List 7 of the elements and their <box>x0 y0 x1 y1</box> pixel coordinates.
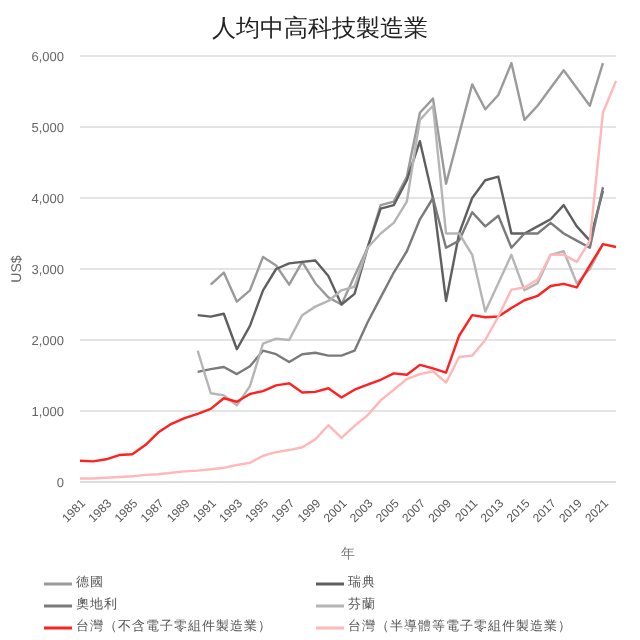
line-series <box>78 242 618 463</box>
line-series <box>196 104 605 407</box>
line-series <box>209 61 605 306</box>
line-series <box>196 140 605 351</box>
line-series <box>78 79 618 480</box>
line-series <box>196 186 605 376</box>
chart-title: 人均中高科技製造業 <box>210 12 430 46</box>
